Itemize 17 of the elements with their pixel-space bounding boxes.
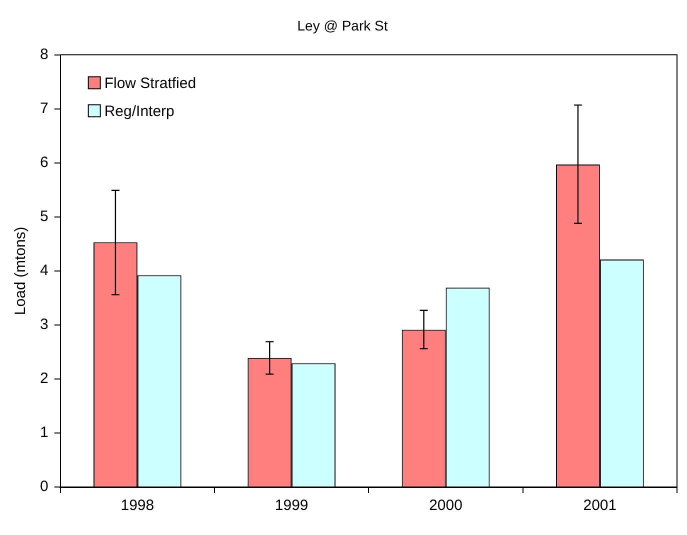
y-tick-label: 3 [40, 316, 48, 334]
x-tick-label: 2000 [429, 497, 462, 514]
y-tick-label: 0 [40, 478, 48, 496]
y-tick-label: 8 [40, 46, 48, 63]
y-tick-label: 1 [40, 424, 48, 442]
x-tick-label: 2001 [583, 497, 617, 514]
y-tick-label: 7 [40, 100, 48, 117]
x-tick-label: 1998 [120, 497, 154, 514]
legend-label: Reg/Interp [104, 102, 174, 120]
y-tick-label: 4 [40, 262, 48, 280]
y-tick-label: 6 [40, 154, 48, 171]
y-tick-label: 5 [40, 208, 48, 226]
x-tick-label: 1999 [274, 497, 308, 514]
y-axis-title: Load (mtons) [12, 226, 30, 316]
chart-title: Ley @ Park St [297, 17, 388, 34]
legend-label: Flow Stratfied [104, 74, 196, 92]
y-tick-label: 2 [40, 370, 48, 388]
